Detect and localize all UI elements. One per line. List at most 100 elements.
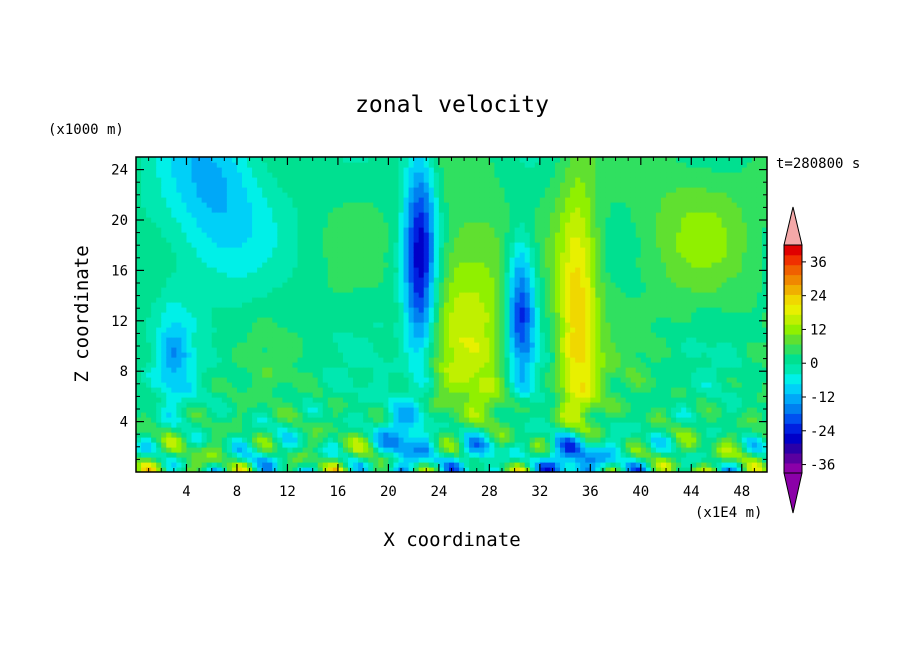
heatmap-cell bbox=[312, 297, 319, 303]
heatmap-cell bbox=[282, 322, 289, 328]
heatmap-cell bbox=[231, 282, 238, 288]
heatmap-cell bbox=[252, 212, 258, 218]
heatmap-cell bbox=[322, 332, 329, 338]
heatmap-cell bbox=[398, 222, 405, 228]
heatmap-cell bbox=[141, 197, 147, 203]
heatmap-cell bbox=[494, 447, 501, 453]
heatmap-cell bbox=[353, 282, 359, 288]
heatmap-cell bbox=[211, 222, 218, 228]
heatmap-cell bbox=[252, 467, 258, 472]
heatmap-cell bbox=[368, 432, 374, 438]
heatmap-cell bbox=[312, 467, 319, 472]
heatmap-cell bbox=[358, 422, 364, 428]
heatmap-cell bbox=[509, 457, 516, 463]
heatmap-cell bbox=[464, 302, 470, 308]
heatmap-cell bbox=[231, 157, 238, 163]
heatmap-cell bbox=[393, 332, 400, 338]
heatmap-cell bbox=[398, 317, 405, 323]
heatmap-cell bbox=[332, 197, 339, 203]
heatmap-cell bbox=[469, 362, 475, 368]
heatmap-cell bbox=[236, 337, 243, 343]
heatmap-cell bbox=[443, 357, 450, 363]
heatmap-cell bbox=[282, 347, 289, 353]
heatmap-cell bbox=[408, 417, 415, 423]
heatmap-cell bbox=[327, 182, 334, 188]
heatmap-cell bbox=[479, 192, 485, 198]
heatmap-cell bbox=[161, 242, 167, 248]
heatmap-cell bbox=[368, 327, 374, 333]
heatmap-cell bbox=[489, 277, 496, 283]
heatmap-cell bbox=[353, 397, 359, 403]
heatmap-cell bbox=[226, 437, 233, 443]
heatmap-cell bbox=[327, 462, 334, 468]
heatmap-cell bbox=[242, 222, 248, 228]
heatmap-cell bbox=[353, 312, 359, 318]
heatmap-cell bbox=[196, 392, 203, 398]
heatmap-cell bbox=[146, 257, 152, 263]
heatmap-cell bbox=[161, 222, 167, 228]
heatmap-cell bbox=[519, 167, 526, 173]
heatmap-cell bbox=[448, 242, 455, 248]
heatmap-cell bbox=[489, 347, 496, 353]
heatmap-cell bbox=[363, 192, 369, 198]
heatmap-cell bbox=[242, 392, 248, 398]
heatmap-cell bbox=[474, 282, 480, 288]
heatmap-cell bbox=[297, 282, 304, 288]
heatmap-cell bbox=[337, 307, 344, 313]
heatmap-cell bbox=[181, 422, 188, 428]
heatmap-cell bbox=[388, 217, 395, 223]
heatmap-cell bbox=[267, 447, 273, 453]
heatmap-cell bbox=[171, 362, 177, 368]
heatmap-cell bbox=[474, 342, 480, 348]
heatmap-cell bbox=[287, 377, 294, 383]
heatmap-cell bbox=[433, 297, 440, 303]
heatmap-cell bbox=[504, 382, 511, 388]
heatmap-cell bbox=[519, 282, 526, 288]
heatmap-cell bbox=[242, 327, 248, 333]
heatmap-cell bbox=[206, 197, 213, 203]
heatmap-cell bbox=[519, 302, 526, 308]
heatmap-cell bbox=[504, 337, 511, 343]
heatmap-cell bbox=[151, 262, 157, 268]
heatmap-cell bbox=[312, 302, 319, 308]
heatmap-cell bbox=[469, 237, 475, 243]
heatmap-cell bbox=[438, 167, 445, 173]
heatmap-cell bbox=[156, 442, 162, 448]
heatmap-cell bbox=[484, 257, 490, 263]
heatmap-cell bbox=[383, 237, 389, 243]
heatmap-cell bbox=[221, 427, 228, 433]
heatmap-cell bbox=[459, 252, 465, 258]
heatmap-cell bbox=[322, 307, 329, 313]
heatmap-cell bbox=[514, 297, 521, 303]
heatmap-cell bbox=[312, 377, 319, 383]
heatmap-cell bbox=[302, 347, 309, 353]
heatmap-cell bbox=[186, 397, 193, 403]
heatmap-cell bbox=[322, 402, 329, 408]
heatmap-cell bbox=[509, 302, 516, 308]
heatmap-cell bbox=[297, 337, 304, 343]
heatmap-cell bbox=[353, 172, 359, 178]
heatmap-cell bbox=[216, 387, 223, 393]
heatmap-cell bbox=[469, 387, 475, 393]
heatmap-cell bbox=[459, 342, 465, 348]
heatmap-cell bbox=[433, 182, 440, 188]
heatmap-cell bbox=[342, 187, 349, 193]
heatmap-cell bbox=[393, 407, 400, 413]
heatmap-cell bbox=[141, 297, 147, 303]
heatmap-cell bbox=[292, 352, 299, 358]
heatmap-cell bbox=[146, 317, 152, 323]
heatmap-cell bbox=[176, 432, 183, 438]
heatmap-cell bbox=[514, 422, 521, 428]
heatmap-cell bbox=[383, 342, 389, 348]
heatmap-cell bbox=[489, 447, 496, 453]
heatmap-cell bbox=[418, 212, 425, 218]
heatmap-cell bbox=[226, 312, 233, 318]
heatmap-cell bbox=[216, 257, 223, 263]
heatmap-cell bbox=[181, 272, 188, 278]
heatmap-cell bbox=[474, 227, 480, 233]
heatmap-cell bbox=[186, 327, 193, 333]
heatmap-cell bbox=[206, 237, 213, 243]
heatmap-cell bbox=[252, 422, 258, 428]
heatmap-cell bbox=[181, 312, 188, 318]
heatmap-cell bbox=[181, 207, 188, 213]
